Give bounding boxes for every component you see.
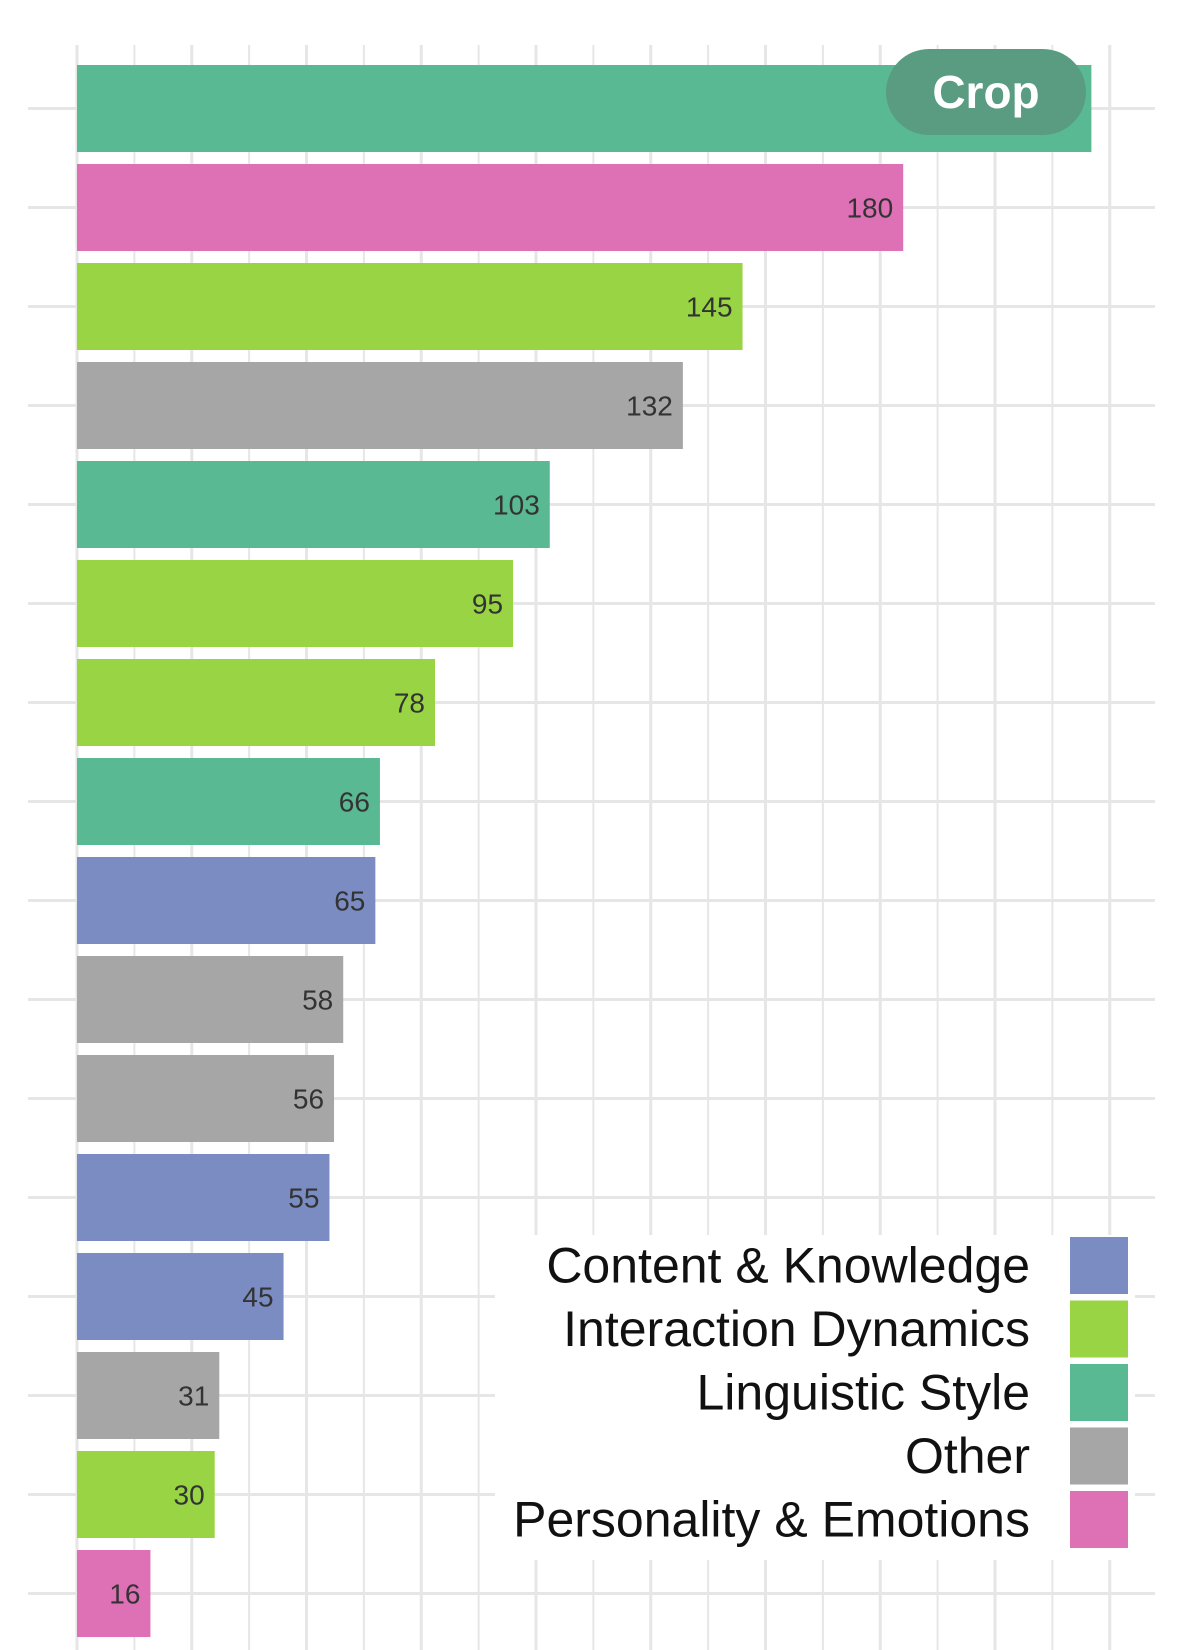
bar (77, 1253, 284, 1340)
legend-key (1070, 1364, 1128, 1421)
bar-value-label: 58 (302, 985, 333, 1016)
legend-key (1070, 1237, 1128, 1294)
legend-background (495, 1235, 1135, 1560)
bar-value-label: 65 (334, 886, 365, 917)
legend: Content & Knowledge Interaction Dynamics L… (495, 1235, 1135, 1560)
bar (77, 362, 683, 449)
legend-label: Other (905, 1428, 1030, 1484)
bar (77, 461, 550, 548)
bar-value-label: 45 (242, 1282, 273, 1313)
bar-value-label: 103 (493, 490, 540, 521)
bar (77, 1352, 220, 1439)
bar (77, 560, 514, 647)
bar (77, 1550, 151, 1637)
crop-button[interactable]: Crop (886, 49, 1086, 135)
bar-value-label: 56 (293, 1084, 324, 1115)
bar-value-label: 95 (472, 589, 503, 620)
bar (77, 758, 380, 845)
legend-label: Linguistic Style (697, 1365, 1031, 1421)
bar (77, 659, 436, 746)
bar-value-label: 180 (846, 193, 893, 224)
legend-label: Content & Knowledge (546, 1238, 1030, 1294)
bar (77, 164, 904, 251)
legend-label: Personality & Emotions (513, 1492, 1030, 1548)
legend-key (1070, 1491, 1128, 1548)
bar (77, 263, 743, 350)
bar-value-label: 66 (339, 787, 370, 818)
bar (77, 1154, 330, 1241)
bar-value-label: 55 (288, 1183, 319, 1214)
bar-value-label: 132 (626, 391, 673, 422)
legend-label: Interaction Dynamics (563, 1301, 1030, 1357)
legend-key (1070, 1300, 1128, 1358)
bar (77, 956, 344, 1043)
bar-value-label: 145 (686, 292, 733, 323)
bar-value-label: 30 (174, 1480, 205, 1511)
bar-value-label: 78 (394, 688, 425, 719)
bar-value-label: 31 (178, 1381, 209, 1412)
legend-key (1070, 1427, 1128, 1485)
bars-group (77, 65, 1092, 1637)
bar (77, 1451, 215, 1538)
bar-value-label: 16 (109, 1579, 140, 1610)
value-labels-group: 180 145 132 103 95 78 66 65 58 56 55 45 31 30 16 (109, 193, 893, 1610)
bar (77, 857, 376, 944)
bar (77, 1055, 335, 1142)
